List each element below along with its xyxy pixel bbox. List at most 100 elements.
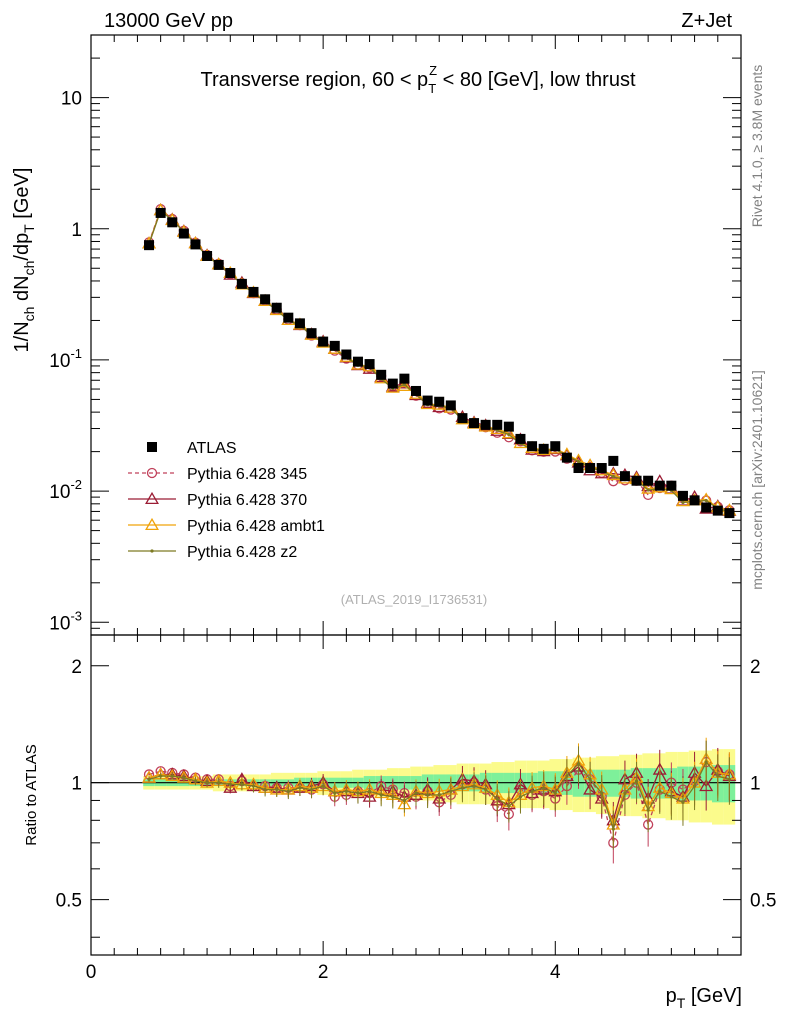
data-point: [623, 791, 627, 795]
data-point: [399, 373, 410, 384]
data-point: [608, 455, 619, 466]
data-point: [503, 421, 514, 432]
plot-title: Transverse region, 60 < pTZ < 80 [GeV], …: [200, 63, 635, 96]
y-tick-exp: -3: [70, 608, 82, 623]
data-point: [596, 463, 607, 474]
data-point: [542, 786, 546, 790]
data-point: [144, 240, 155, 251]
plot-title-sup: Z: [429, 63, 437, 78]
legend-entry: Pythia 6.428 z2: [128, 544, 297, 561]
data-point: [193, 779, 198, 783]
data-point: [367, 789, 372, 793]
energy-label: 13000 GeV pp: [104, 10, 233, 32]
data-point: [434, 396, 445, 407]
data-point: [411, 385, 421, 396]
data-point: [611, 474, 615, 479]
data-point: [329, 340, 340, 351]
data-point: [251, 784, 256, 788]
y-label-sub-2: ch: [21, 261, 37, 276]
data-point: [225, 267, 236, 278]
legend-entry: Pythia 6.428 370: [128, 491, 307, 509]
data-point: [236, 278, 247, 289]
data-point: [585, 463, 596, 474]
data-point: [606, 467, 621, 481]
data-point: [689, 495, 700, 506]
data-point: [294, 318, 305, 329]
legend-entry: ATLAS: [147, 440, 237, 457]
ratio-panel: 0 2 4 0.5 0.5 1 1 2 2: [56, 634, 776, 983]
ratio-y-axis-label: Ratio to ATLAS: [23, 744, 40, 845]
data-point: [263, 787, 267, 792]
data-point: [445, 400, 456, 411]
data-point: [669, 795, 673, 799]
legend: ATLAS Pythia 6.428 345 Pythia 6.428 370 Pyt…: [128, 440, 325, 561]
legend-entry: Pythia 6.428 345: [128, 466, 307, 483]
data-point: [356, 791, 360, 795]
side-label-bottom: mcplots.cern.ch [arXiv:2401.10621]: [749, 370, 765, 589]
x-tick-label: 4: [550, 962, 561, 983]
data-point: [681, 500, 685, 505]
x-tick-label: 2: [318, 962, 329, 983]
x-label-sub: T: [677, 995, 686, 1011]
data-point: [527, 441, 538, 452]
data-point: [298, 786, 302, 790]
ratio-y-tick-label-right: 2: [750, 657, 761, 678]
process-label: Z+Jet: [681, 10, 732, 32]
legend-entry: Pythia 6.428 ambt1: [128, 517, 325, 535]
data-point: [306, 328, 317, 339]
x-tick-label: 0: [86, 962, 97, 983]
data-point: [283, 312, 294, 323]
x-axis-label: pT [GeV]: [666, 985, 742, 1011]
data-point: [379, 793, 383, 797]
data-point: [588, 777, 592, 781]
ratio-y-tick-label: 2: [71, 657, 82, 678]
data-point: [352, 356, 363, 367]
data-point: [271, 302, 282, 313]
data-point: [681, 800, 685, 804]
data-point: [341, 349, 352, 360]
data-point: [472, 784, 476, 788]
data-point: [190, 239, 201, 250]
data-point: [704, 760, 708, 764]
data-point: [145, 491, 159, 505]
y-tick-label: 10-3: [49, 608, 82, 634]
y-label-part-2: dN: [11, 275, 33, 306]
plot-title-after: < 80 [GeV], low thrust: [437, 69, 636, 91]
data-point: [724, 508, 735, 519]
data-point: [402, 383, 406, 387]
data-point: [515, 433, 526, 444]
data-point: [449, 789, 453, 793]
x-label-unit: [GeV]: [685, 985, 742, 1007]
data-point: [202, 250, 213, 261]
data-point: [654, 480, 665, 491]
data-point: [507, 804, 511, 808]
ratio-data-layer: [91, 737, 741, 864]
data-point: [553, 791, 557, 795]
data-point: [364, 359, 375, 370]
data-point: [480, 419, 491, 430]
ratio-y-tick-label: 1: [71, 774, 82, 795]
watermark: (ATLAS_2019_I1736531): [341, 592, 487, 607]
data-point: [677, 490, 688, 501]
data-point: [155, 207, 166, 218]
data-point: [426, 793, 430, 797]
y-label-part-1: 1/N: [11, 321, 33, 352]
data-point: [631, 475, 642, 486]
data-point: [699, 778, 714, 792]
data-point: [333, 791, 337, 795]
data-point: [530, 789, 534, 793]
data-point: [321, 784, 325, 788]
data-point: [576, 761, 581, 766]
data-point: [182, 776, 186, 780]
legend-label: Pythia 6.428 345: [187, 466, 307, 483]
data-point: [501, 426, 516, 439]
y-label-sub-1: ch: [21, 307, 37, 322]
data-point: [469, 418, 480, 429]
data-point: [286, 789, 290, 793]
data-point: [170, 774, 174, 778]
data-point: [260, 294, 271, 305]
y-label-part-4: [GeV]: [11, 168, 33, 225]
